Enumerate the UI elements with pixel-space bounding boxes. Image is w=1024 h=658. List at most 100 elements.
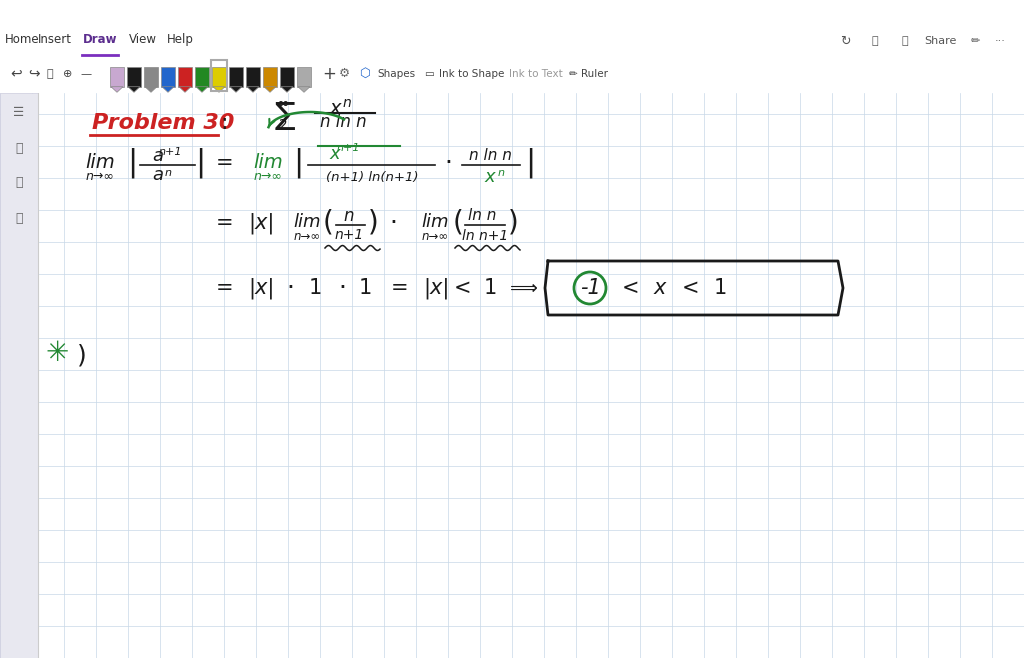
Text: lim: lim [85,153,115,172]
Text: ↪: ↪ [28,66,40,81]
Text: |: | [195,148,205,178]
Text: (: ( [453,209,464,237]
Text: +: + [322,64,336,83]
FancyBboxPatch shape [246,68,260,87]
Text: Ink to Text: Ink to Text [509,68,563,79]
Text: n: n [343,96,351,110]
Polygon shape [230,87,242,92]
Text: ↩: ↩ [10,66,22,81]
Text: ln n: ln n [468,207,497,222]
Text: Ink to Shape: Ink to Shape [439,68,505,79]
Text: n+1: n+1 [159,147,181,157]
FancyBboxPatch shape [110,68,124,87]
Text: ···: ··· [994,36,1006,46]
Text: ✳: ✳ [45,339,69,367]
Text: linh vu: linh vu [840,9,882,22]
Text: View: View [129,34,157,46]
FancyBboxPatch shape [229,68,243,87]
Text: ↻: ↻ [840,35,850,47]
Polygon shape [111,87,123,92]
Text: <: < [455,278,472,298]
FancyBboxPatch shape [297,68,311,87]
Text: ⬡: ⬡ [359,67,370,80]
Text: |x|: |x| [249,213,275,234]
Text: 1: 1 [358,278,372,298]
Polygon shape [196,87,208,92]
Text: n+1: n+1 [335,228,364,242]
Polygon shape [247,87,259,92]
Text: n: n [344,207,354,225]
Text: ): ) [368,209,379,237]
Text: ): ) [77,344,87,368]
Text: x: x [484,168,496,186]
Text: ✏ Ruler: ✏ Ruler [569,68,608,79]
Text: Help: Help [167,34,194,46]
Text: 🕐: 🕐 [15,211,23,224]
Text: n→∞: n→∞ [294,230,321,243]
Text: ←  →: ← → [12,9,41,22]
Text: :: : [220,113,227,133]
Text: (n+1) ln(n+1): (n+1) ln(n+1) [326,172,418,184]
FancyBboxPatch shape [195,68,209,87]
Text: ✏: ✏ [971,36,980,46]
FancyBboxPatch shape [280,68,294,87]
FancyBboxPatch shape [127,68,141,87]
Text: <: < [622,278,639,298]
Text: |: | [898,8,902,22]
Text: ∞: ∞ [276,95,290,111]
Polygon shape [145,87,157,92]
Text: -1: -1 [580,278,600,298]
Polygon shape [213,87,225,92]
Text: |x|: |x| [249,277,275,299]
Text: =: = [391,278,409,298]
Text: ⊕: ⊕ [63,68,73,79]
Text: n→∞: n→∞ [86,170,115,182]
Text: ⚙: ⚙ [339,67,350,80]
FancyBboxPatch shape [178,68,193,87]
Polygon shape [179,87,191,92]
Text: ln n+1: ln n+1 [462,229,508,243]
Text: OneNote: OneNote [481,8,543,22]
Polygon shape [162,87,174,92]
Text: <: < [681,278,698,298]
Text: lim: lim [253,153,283,172]
Polygon shape [128,87,140,92]
Text: —: — [81,68,91,79]
FancyBboxPatch shape [212,68,226,87]
Text: |: | [127,148,137,178]
Text: 2: 2 [279,118,288,132]
Text: n: n [498,168,505,178]
Text: n: n [165,168,171,178]
Text: a: a [153,147,164,165]
Text: ∑: ∑ [274,101,295,130]
Text: ⌖: ⌖ [47,68,53,79]
Polygon shape [264,87,276,92]
FancyBboxPatch shape [161,68,175,87]
Text: |x|: |x| [424,277,451,299]
Text: ✕: ✕ [985,9,995,22]
Text: =: = [216,278,233,298]
Text: lim: lim [293,213,321,231]
Text: 🔍: 🔍 [15,141,23,155]
Text: Problem 30: Problem 30 [92,113,234,133]
Text: ): ) [508,209,518,237]
Text: =: = [216,213,233,233]
Text: Draw: Draw [83,34,118,46]
Text: lim: lim [421,213,449,231]
Text: Share: Share [924,36,956,46]
Text: x: x [653,278,667,298]
Text: (: ( [323,209,334,237]
Text: n ln n: n ln n [319,113,367,131]
Text: 1: 1 [483,278,497,298]
Text: a: a [153,166,164,184]
Polygon shape [298,87,310,92]
Text: n→∞: n→∞ [422,230,449,243]
Text: 🔍: 🔍 [871,36,879,46]
Text: n ln n: n ln n [469,147,511,163]
Text: Insert: Insert [38,34,72,46]
FancyBboxPatch shape [263,68,278,87]
Text: 📋: 📋 [15,176,23,190]
Text: n+1: n+1 [336,143,359,153]
Bar [0,93,38,658]
Text: x: x [330,145,340,163]
